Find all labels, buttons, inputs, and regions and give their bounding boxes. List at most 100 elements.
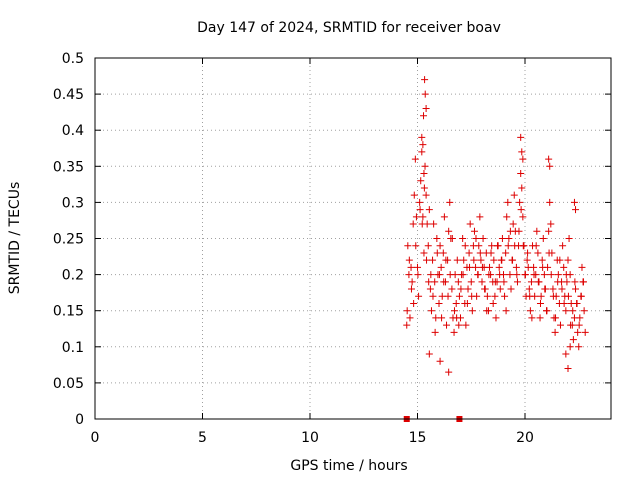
data-point [455, 292, 463, 300]
data-point [519, 242, 527, 250]
y-tick-label: 0.35 [53, 159, 84, 175]
data-point [418, 220, 426, 228]
data-point [445, 227, 453, 235]
data-point [500, 278, 508, 286]
data-point [546, 162, 554, 170]
data-point [421, 76, 429, 84]
data-point [476, 213, 484, 221]
data-point [405, 256, 413, 264]
data-point [541, 285, 549, 293]
data-point [530, 271, 538, 279]
data-point [507, 285, 515, 293]
data-point [579, 278, 587, 286]
data-point [495, 263, 503, 271]
data-point [556, 321, 564, 329]
data-point [534, 249, 542, 257]
data-point [564, 292, 572, 300]
data-point [554, 271, 562, 279]
data-point [420, 249, 428, 257]
data-point [518, 184, 526, 192]
data-point [403, 307, 411, 315]
data-point [479, 235, 487, 242]
data-point [436, 242, 444, 250]
data-point [487, 249, 495, 257]
y-axis-label: SRMTID / TECUs [7, 182, 23, 295]
data-point [446, 271, 454, 279]
data-point [455, 321, 463, 329]
data-point [493, 242, 501, 250]
data-point [440, 213, 448, 221]
y-tick-label: 0.3 [62, 195, 84, 211]
data-point [418, 133, 426, 141]
data-point [453, 256, 461, 264]
data-point [446, 198, 454, 206]
axis-ticks: 0 0.05 0.1 0.15 0.2 0.25 0.3 0.35 0.4 0.45 0.5 0 5 10… [53, 51, 611, 446]
data-point [448, 285, 456, 293]
data-point [410, 299, 418, 307]
data-point [468, 307, 476, 315]
data-point [477, 256, 485, 264]
data-point [460, 256, 468, 264]
data-point [431, 328, 439, 336]
data-point [525, 285, 533, 293]
data-point [536, 299, 544, 307]
data-point [485, 271, 493, 279]
data-point [545, 227, 553, 235]
y-tick-label: 0.2 [62, 268, 84, 284]
data-point [407, 263, 415, 271]
data-point [435, 271, 443, 279]
data-point [546, 198, 554, 206]
data-point [448, 235, 456, 242]
data-point [562, 307, 570, 315]
data-point [433, 235, 441, 242]
data-point [519, 155, 527, 163]
data-point [467, 278, 475, 286]
data-point [574, 328, 582, 336]
data-point [444, 292, 452, 300]
data-point [459, 235, 467, 242]
data-point [563, 278, 571, 286]
data-point [481, 285, 489, 293]
data-point [581, 328, 589, 336]
data-point [422, 191, 430, 199]
data-point [416, 198, 424, 206]
data-point [513, 278, 521, 286]
data-point [536, 314, 544, 322]
data-point [462, 321, 470, 329]
data-point [476, 249, 484, 257]
data-point [518, 148, 526, 156]
data-point [540, 271, 548, 279]
data-point [502, 249, 510, 257]
data-point [565, 235, 573, 242]
x-tick-label: 0 [91, 430, 100, 446]
data-point [537, 292, 545, 300]
data-point [510, 191, 518, 199]
y-tick-label: 0.4 [62, 123, 84, 139]
data-point [474, 271, 482, 279]
data-point [435, 299, 443, 307]
data-points [403, 76, 589, 422]
data-point [429, 292, 437, 300]
data-point [567, 321, 575, 329]
data-point [408, 278, 416, 286]
data-point [459, 271, 467, 279]
data-point [412, 213, 420, 221]
data-point [433, 249, 441, 257]
data-point [547, 271, 555, 279]
data-point [423, 256, 431, 264]
data-point [431, 278, 439, 286]
data-point [421, 90, 429, 98]
data-point [442, 256, 450, 264]
data-point [504, 242, 512, 250]
data-point [472, 235, 480, 242]
x-tick-label: 15 [409, 430, 427, 446]
data-point [556, 256, 564, 264]
data-point [572, 285, 580, 293]
data-point [439, 249, 447, 257]
data-point [528, 314, 536, 322]
data-point [475, 242, 483, 250]
data-point [491, 292, 499, 300]
x-tick-label: 10 [301, 430, 319, 446]
data-point [426, 285, 434, 293]
